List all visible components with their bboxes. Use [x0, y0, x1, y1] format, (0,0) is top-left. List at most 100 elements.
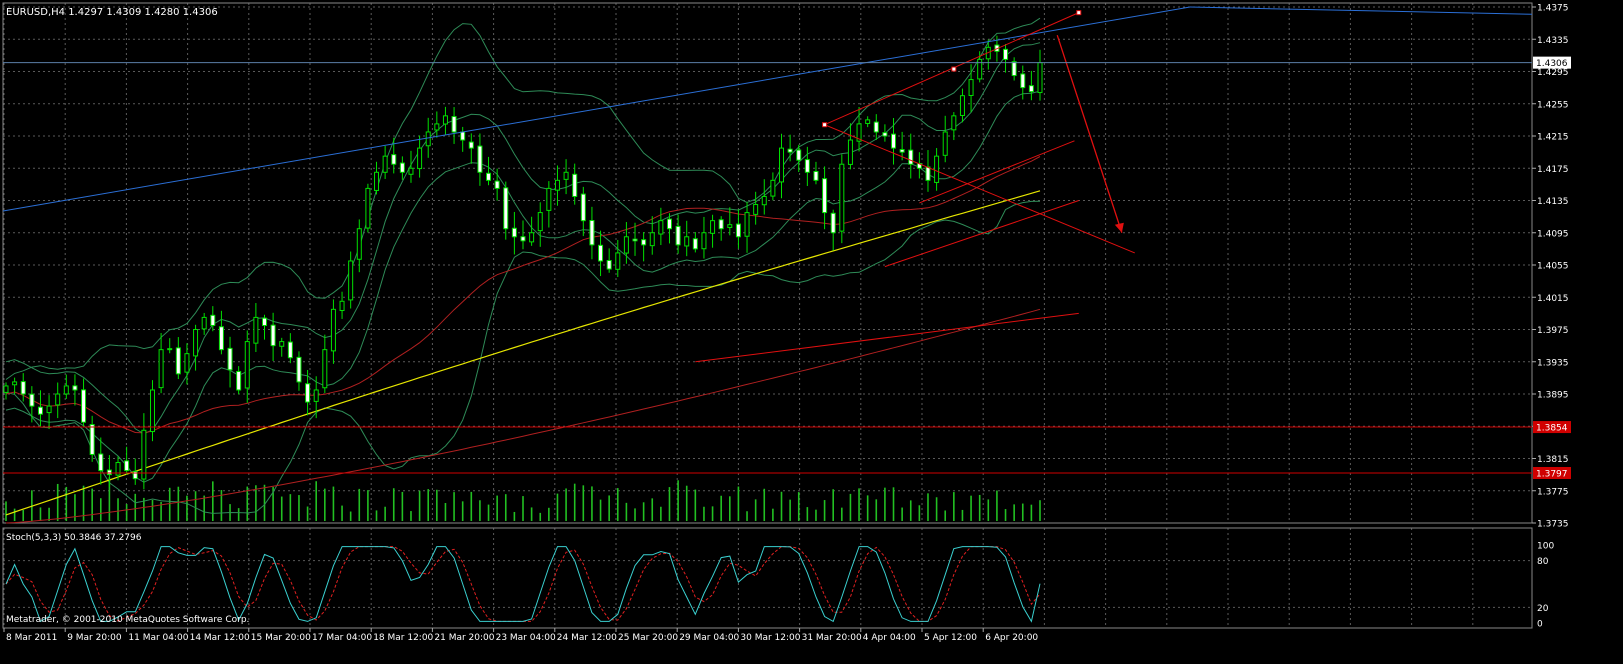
bull-candle[interactable] — [115, 462, 121, 476]
bear-candle[interactable] — [89, 424, 95, 455]
bear-candle[interactable] — [822, 178, 828, 214]
bear-candle[interactable] — [873, 121, 879, 133]
bear-candle[interactable] — [925, 166, 931, 181]
trend-drawings[interactable] — [2, 6, 1533, 363]
bull-candle[interactable] — [623, 236, 629, 254]
bull-candle[interactable] — [63, 385, 69, 395]
bull-candle[interactable] — [753, 204, 759, 215]
bull-candle[interactable] — [977, 58, 983, 80]
bull-candle[interactable] — [365, 187, 371, 229]
bull-candle[interactable] — [141, 429, 147, 480]
bear-candle[interactable] — [391, 154, 397, 165]
bear-candle[interactable] — [106, 469, 112, 476]
bull-candle[interactable] — [184, 353, 190, 373]
bear-candle[interactable] — [262, 317, 267, 326]
bear-candle[interactable] — [830, 212, 836, 234]
bear-candle[interactable] — [796, 149, 802, 161]
bear-candle[interactable] — [641, 239, 647, 246]
bull-candle[interactable] — [563, 171, 569, 180]
bear-candle[interactable] — [477, 145, 483, 173]
bear-candle[interactable] — [98, 453, 104, 472]
bear-candle[interactable] — [1011, 61, 1017, 77]
bear-candle[interactable] — [882, 132, 888, 137]
bear-candle[interactable] — [287, 341, 293, 359]
bull-candle[interactable] — [442, 115, 448, 125]
bull-candle[interactable] — [779, 147, 784, 183]
bear-candle[interactable] — [486, 172, 492, 181]
bear-candle[interactable] — [813, 170, 819, 181]
bull-candle[interactable] — [761, 195, 767, 206]
bear-candle[interactable] — [787, 148, 793, 153]
bear-candle[interactable] — [804, 159, 810, 173]
bear-candle[interactable] — [606, 259, 612, 270]
bull-candle[interactable] — [658, 220, 664, 235]
bear-candle[interactable] — [236, 370, 242, 391]
bull-candle[interactable] — [3, 385, 9, 393]
bull-candle[interactable] — [46, 405, 52, 414]
bull-candle[interactable] — [701, 232, 707, 250]
bull-candle[interactable] — [313, 389, 319, 402]
bull-candle[interactable] — [356, 228, 362, 260]
bull-candle[interactable] — [253, 316, 259, 344]
blue-trend-line[interactable] — [2, 6, 1191, 212]
bull-candle[interactable] — [12, 381, 18, 386]
bear-candle[interactable] — [520, 236, 526, 242]
bull-candle[interactable] — [537, 212, 543, 232]
bull-candle[interactable] — [339, 300, 345, 311]
bear-candle[interactable] — [175, 347, 181, 375]
bear-candle[interactable] — [399, 162, 405, 173]
bear-candle[interactable] — [735, 223, 741, 238]
bear-candle[interactable] — [503, 187, 509, 230]
bear-candle[interactable] — [305, 383, 311, 403]
anchor-point[interactable] — [822, 122, 828, 128]
bull-candle[interactable] — [942, 131, 948, 156]
bull-candle[interactable] — [193, 329, 199, 357]
bear-candle[interactable] — [227, 347, 233, 371]
bull-candle[interactable] — [546, 187, 552, 211]
bear-candle[interactable] — [37, 406, 43, 415]
bear-candle[interactable] — [29, 393, 35, 407]
bull-candle[interactable] — [382, 155, 388, 173]
bull-candle[interactable] — [684, 236, 690, 247]
bear-candle[interactable] — [891, 133, 897, 149]
bear-candle[interactable] — [460, 131, 466, 141]
bear-candle[interactable] — [718, 219, 724, 230]
bull-candle[interactable] — [727, 224, 733, 228]
bull-candle[interactable] — [554, 179, 560, 191]
bear-candle[interactable] — [72, 385, 78, 391]
support-line[interactable] — [884, 200, 1079, 268]
bear-candle[interactable] — [124, 460, 130, 472]
bull-candle[interactable] — [968, 79, 974, 96]
bull-candle[interactable] — [417, 147, 423, 170]
bear-candle[interactable] — [270, 324, 276, 347]
lower-channel-line[interactable] — [695, 312, 1079, 363]
bear-candle[interactable] — [210, 314, 216, 326]
channel-inner-line[interactable] — [919, 140, 1075, 204]
bull-candle[interactable] — [710, 220, 716, 234]
bear-candle[interactable] — [675, 225, 681, 246]
bear-candle[interactable] — [572, 173, 578, 197]
bull-candle[interactable] — [839, 163, 845, 232]
bear-candle[interactable] — [218, 326, 224, 351]
bear-candle[interactable] — [1020, 73, 1026, 89]
bear-candle[interactable] — [598, 244, 604, 262]
bear-candle[interactable] — [908, 149, 914, 165]
bear-candle[interactable] — [20, 381, 26, 395]
bull-candle[interactable] — [201, 316, 207, 330]
bear-candle[interactable] — [1028, 85, 1034, 93]
bear-candle[interactable] — [1003, 48, 1009, 60]
bull-candle[interactable] — [434, 123, 440, 131]
bull-candle[interactable] — [615, 252, 621, 270]
bull-candle[interactable] — [770, 179, 776, 197]
bull-candle[interactable] — [649, 232, 655, 247]
bear-candle[interactable] — [167, 348, 173, 351]
bear-candle[interactable] — [511, 227, 517, 238]
bull-candle[interactable] — [959, 95, 965, 116]
bear-candle[interactable] — [666, 218, 672, 230]
blue-trend-line-ext[interactable] — [1189, 6, 1533, 15]
bull-candle[interactable] — [149, 389, 155, 433]
bull-candle[interactable] — [856, 123, 862, 142]
bull-candle[interactable] — [330, 308, 336, 352]
bull-candle[interactable] — [348, 260, 354, 301]
